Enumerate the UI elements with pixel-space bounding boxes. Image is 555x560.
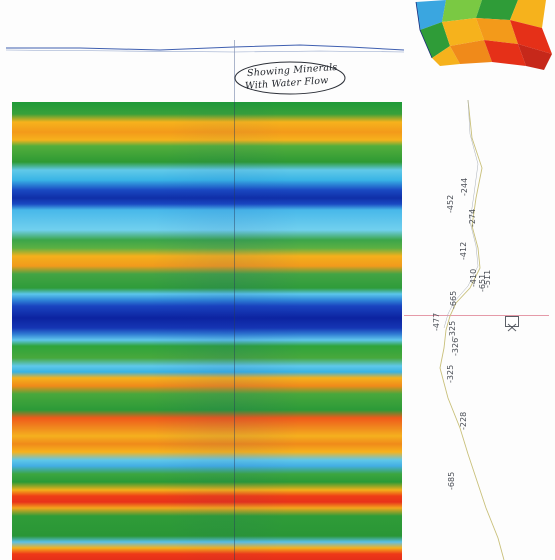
handwritten-note: Showing Minerals With Water Flow: [233, 60, 347, 96]
depth-label: -326: [451, 337, 460, 356]
depth-label: -665: [449, 290, 458, 309]
depth-label: -325: [448, 320, 457, 339]
depth-label: -477: [432, 312, 441, 331]
depth-label: -452: [446, 194, 455, 213]
note-oval: [234, 61, 346, 95]
heatmap-center-line: [234, 102, 235, 560]
depth-marker-box: [505, 316, 519, 332]
depth-label: -410: [469, 268, 478, 287]
depth-label: -412: [459, 241, 468, 260]
depth-label: -228: [459, 411, 468, 430]
depth-label: -274: [468, 208, 477, 227]
depth-label: -685: [447, 471, 456, 490]
mineral-heatmap: [12, 102, 402, 560]
marker-cross-icon: [507, 323, 517, 332]
depth-label: -325: [446, 364, 455, 383]
depth-label: -511: [483, 269, 492, 288]
heatmap-shading: [12, 102, 402, 560]
well-log-trace: [439, 99, 505, 560]
depth-label: -244: [460, 177, 469, 196]
3d-mineral-model: [415, 0, 552, 70]
depth-crosshair-line: [404, 315, 549, 316]
